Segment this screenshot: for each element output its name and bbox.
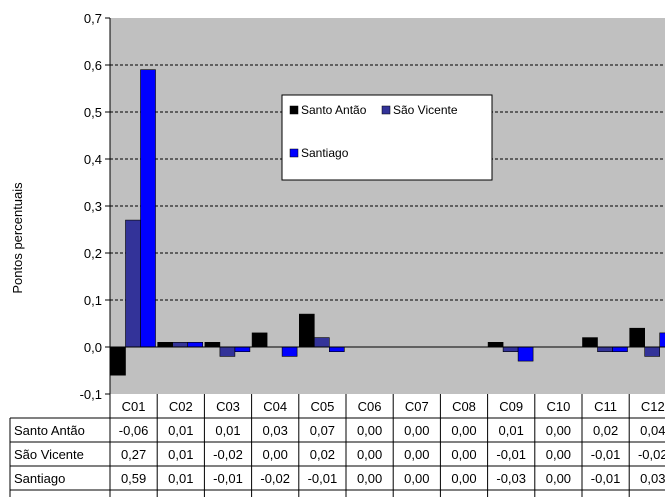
category-label: C07 (405, 399, 429, 414)
table-row-header: São Vicente (14, 447, 84, 462)
bar (125, 219, 141, 348)
bar (597, 346, 613, 352)
table-cell: 0,00 (404, 423, 429, 438)
table-cell: 0,01 (168, 447, 193, 462)
table-row-header: Santo Antão (14, 423, 85, 438)
table-cell: -0,01 (308, 471, 338, 486)
table-cell: 0,02 (593, 423, 618, 438)
bar (140, 69, 156, 348)
y-tick-label: 0,6 (84, 58, 102, 73)
table-cell: 0,04 (640, 423, 665, 438)
bar (187, 341, 203, 348)
table-cell: -0,01 (591, 471, 621, 486)
legend-label: Santo Antão (301, 103, 367, 117)
legend-swatch (289, 105, 299, 115)
bar (313, 337, 330, 348)
table-cell: 0,00 (263, 447, 288, 462)
table-cell: 0,01 (168, 471, 193, 486)
category-label: C09 (499, 399, 523, 414)
legend-label: Santiago (301, 146, 349, 160)
bar (659, 332, 665, 348)
table-cell: -0,02 (260, 471, 290, 486)
table-cell: -0,01 (213, 471, 243, 486)
category-label: C10 (546, 399, 570, 414)
table-cell: 0,00 (451, 471, 476, 486)
bar (502, 346, 519, 352)
table-cell: 0,00 (451, 423, 476, 438)
table-cell: -0,06 (119, 423, 149, 438)
legend: Santo Antão São Vicente Santiago (281, 94, 493, 181)
bar (612, 346, 628, 352)
table-cell: 0,00 (546, 447, 571, 462)
bar (281, 346, 298, 357)
bar (234, 346, 251, 352)
category-label: C04 (263, 399, 287, 414)
table-cell: 0,00 (451, 447, 476, 462)
table-row-header: Santiago (14, 471, 65, 486)
bar (204, 341, 221, 348)
legend-swatch (381, 105, 391, 115)
table-cell: 0,01 (215, 423, 240, 438)
bar (172, 341, 188, 348)
y-tick-label: 0,0 (84, 340, 102, 355)
bar (251, 332, 268, 348)
table-cell: 0,59 (121, 471, 146, 486)
table-cell: 0,02 (310, 447, 335, 462)
bar (110, 346, 126, 376)
y-tick-label: 0,3 (84, 199, 102, 214)
bar (219, 346, 236, 357)
bar (487, 341, 504, 348)
y-tick-label: 0,1 (84, 293, 102, 308)
legend-label: São Vicente (393, 103, 458, 117)
category-label: C06 (358, 399, 382, 414)
y-axis-label: Pontos percentuais (10, 182, 25, 294)
category-label: C05 (310, 399, 334, 414)
bar (629, 327, 646, 348)
table-cell: 0,00 (357, 471, 382, 486)
table-cell: 0,03 (263, 423, 288, 438)
legend-swatch (289, 148, 299, 158)
table-cell: 0,00 (404, 447, 429, 462)
bar (298, 313, 315, 348)
category-label: C11 (594, 399, 617, 414)
table-cell: -0,01 (496, 447, 526, 462)
y-tick-label: 0,5 (84, 105, 102, 120)
table-cell: 0,00 (357, 447, 382, 462)
bar (644, 346, 661, 357)
table-cell: 0,00 (357, 423, 382, 438)
table-cell: -0,01 (591, 447, 621, 462)
table-cell: 0,27 (121, 447, 146, 462)
table-cell: -0,03 (496, 471, 526, 486)
y-tick-label: 0,7 (84, 11, 102, 26)
table-cell: 0,00 (404, 471, 429, 486)
table-cell: -0,02 (638, 447, 665, 462)
table-cell: -0,02 (213, 447, 243, 462)
table-cell: 0,01 (499, 423, 524, 438)
table-cell: 0,01 (168, 423, 193, 438)
table-cell: 0,00 (546, 471, 571, 486)
bar (157, 341, 173, 348)
category-label: C08 (452, 399, 476, 414)
bar (517, 346, 534, 362)
data-table: C01 C02 C03 C04 C05 C06 C07 C08 C09 C10 C11 C12 Sant… (9, 394, 665, 497)
y-tick-label: -0,1 (80, 387, 102, 402)
category-label: C12 (641, 399, 665, 414)
category-label: C01 (122, 399, 146, 414)
bar (328, 346, 345, 352)
table-cell: 0,03 (640, 471, 665, 486)
bars (110, 69, 665, 376)
y-axis-ticks: 0,7 0,6 0,5 0,4 0,3 0,2 0,1 0,0 -0,1 (80, 11, 110, 402)
table-cell: 0,07 (310, 423, 335, 438)
category-label: C03 (216, 399, 240, 414)
table-cell: 0,00 (546, 423, 571, 438)
bar (582, 337, 598, 348)
category-label: C02 (169, 399, 193, 414)
y-tick-label: 0,2 (84, 246, 102, 261)
y-tick-label: 0,4 (84, 152, 102, 167)
